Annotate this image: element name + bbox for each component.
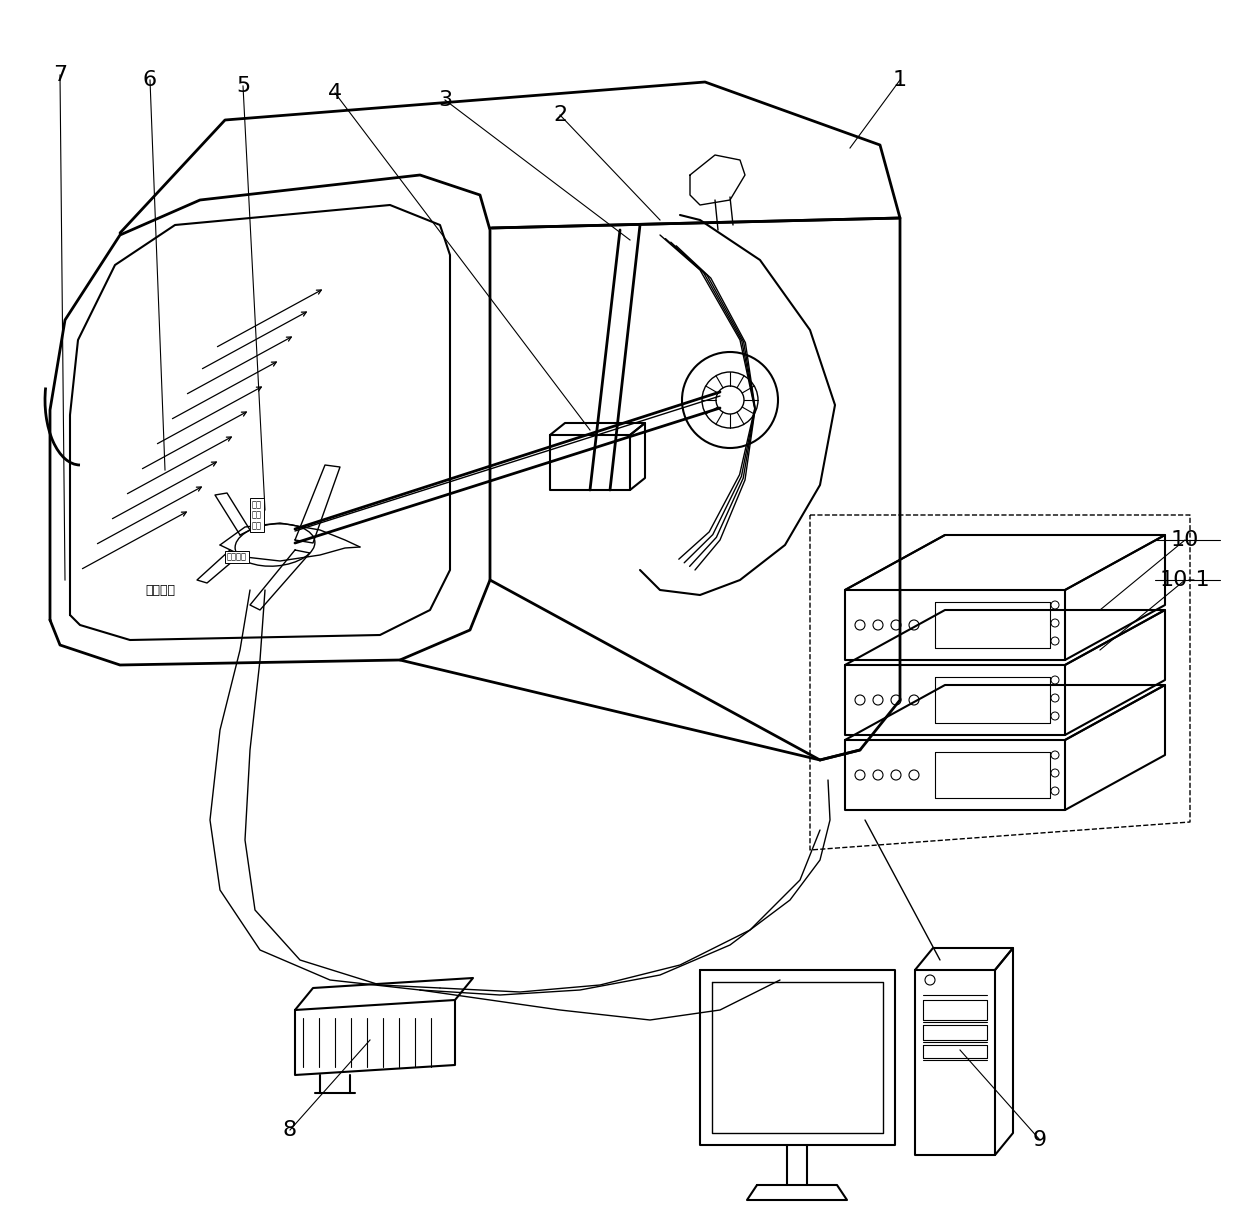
- Text: 5: 5: [236, 76, 250, 95]
- Text: 10: 10: [1171, 530, 1199, 550]
- Text: 指令
控制
平面: 指令 控制 平面: [252, 501, 262, 530]
- Text: 8: 8: [283, 1120, 298, 1140]
- Text: 4: 4: [327, 83, 342, 103]
- Text: 3: 3: [438, 91, 453, 110]
- Text: 2: 2: [553, 105, 567, 125]
- Text: 10-1: 10-1: [1159, 570, 1210, 590]
- Text: 风洞气流: 风洞气流: [145, 584, 175, 596]
- Text: 1: 1: [893, 70, 908, 91]
- Text: 7: 7: [53, 65, 67, 84]
- Text: 振控平面: 振控平面: [227, 552, 247, 562]
- Text: 6: 6: [143, 70, 157, 91]
- Text: 9: 9: [1033, 1130, 1047, 1151]
